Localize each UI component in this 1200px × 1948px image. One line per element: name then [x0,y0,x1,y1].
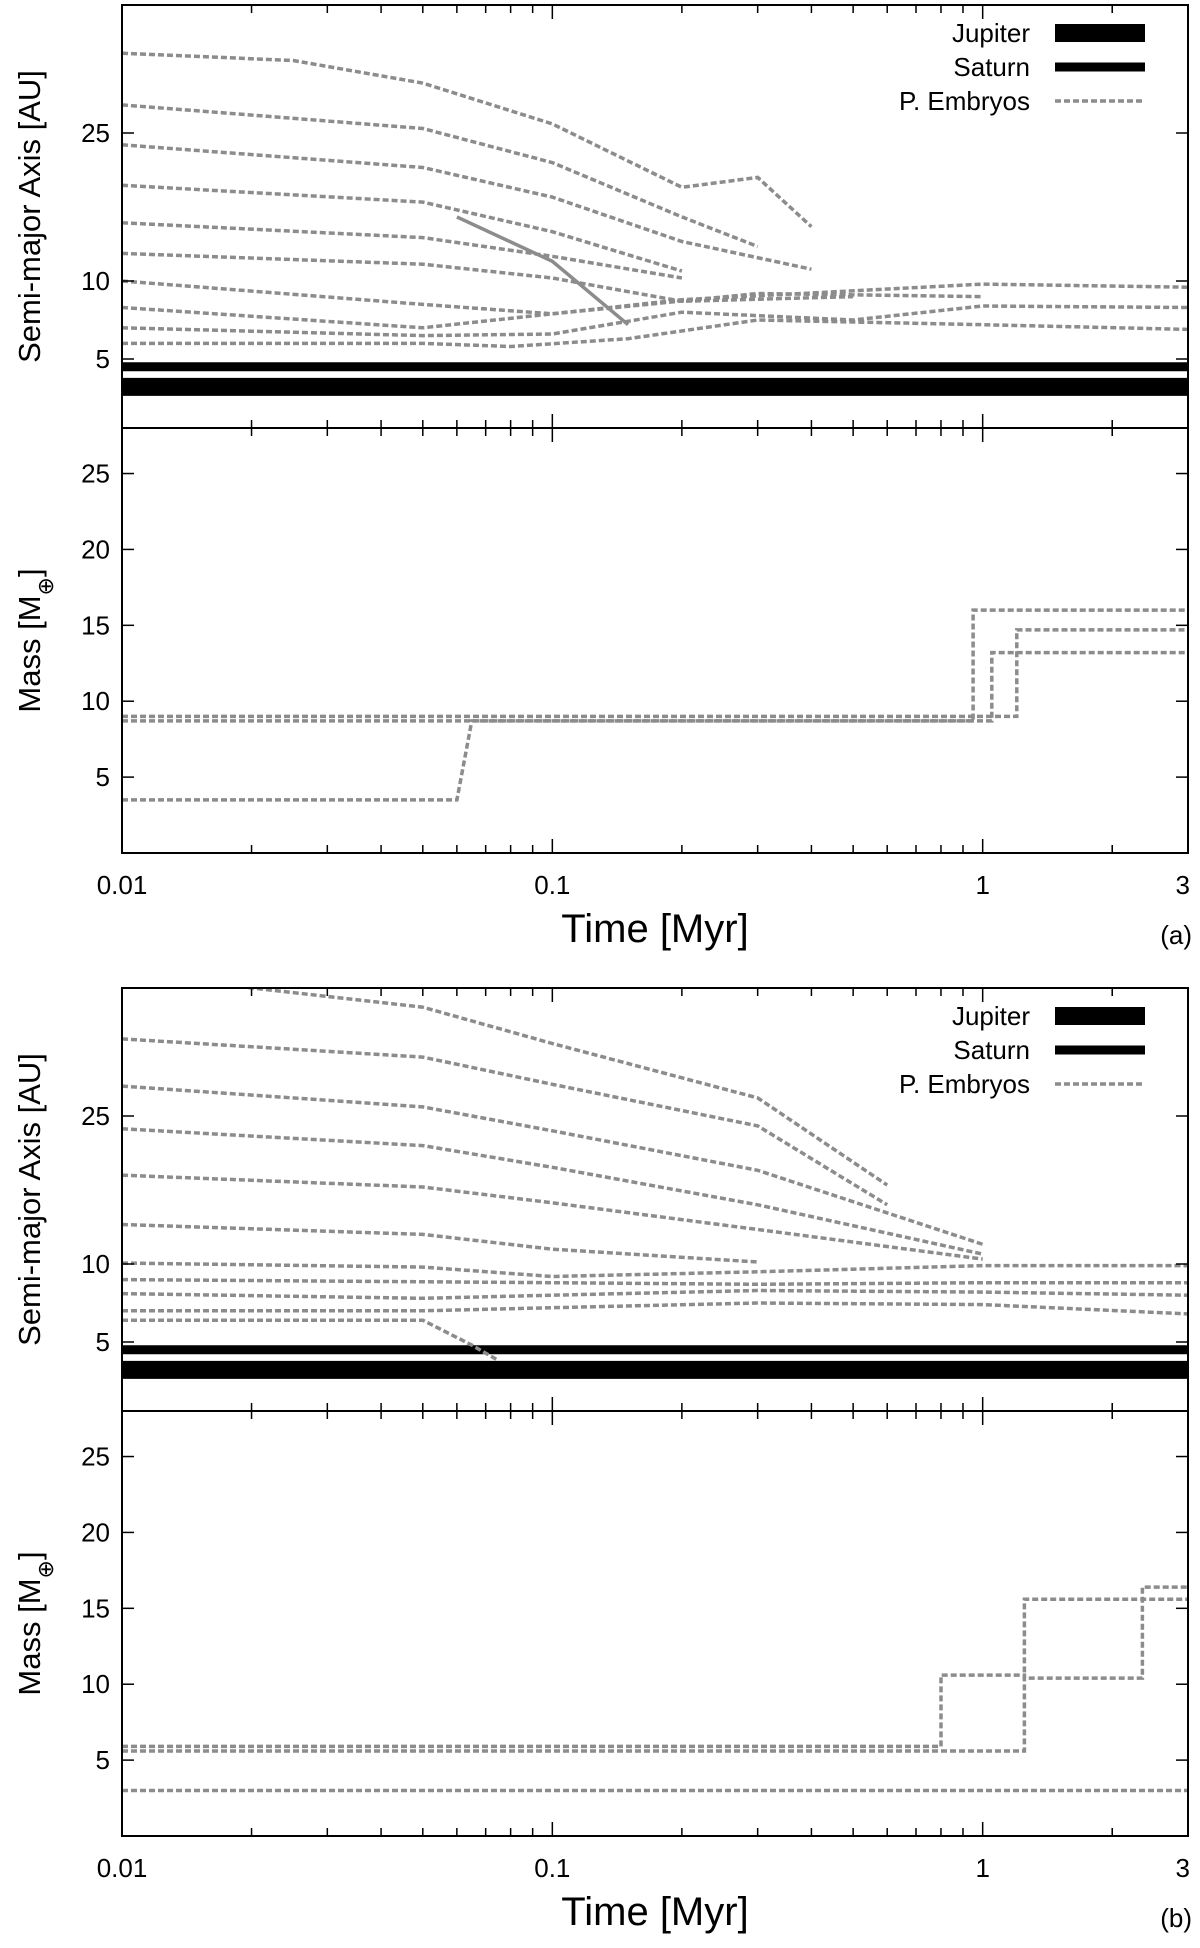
mass-line [122,650,1188,723]
embryo-orbit-line [122,318,1188,349]
mass-axes-frame [121,427,1189,854]
embryo-orbit-line [122,1084,984,1246]
legend-label: P. Embryos [899,1069,1030,1099]
semimajor-plot-area [122,51,1188,396]
mass-line [122,628,1188,719]
legend-label: Jupiter [952,1001,1030,1031]
embryo-orbit-line [236,988,889,1187]
y-tick-label: 25 [81,459,110,489]
y-axis-label: Mass [M⊕] [12,568,58,712]
y-tick-label: 25 [81,1442,110,1472]
embryo-orbit-line [122,1301,1188,1316]
x-tick-label: 1 [975,870,989,900]
mass-plot-area [122,1585,1188,1793]
embryo-orbit-line [122,1037,889,1207]
embryo-orbit-line [122,304,1188,338]
embryo-orbit-line [122,1318,500,1363]
legend-label: Jupiter [952,18,1030,48]
y-tick-label: 20 [81,534,110,564]
mass-axes-frame [121,1410,1189,1837]
embryo-orbit-line [122,1127,984,1256]
y-tick-label: 10 [81,266,110,296]
semimajor-plot-area [122,988,1188,1379]
y-axis-label: Semi-major Axis [AU] [12,1053,47,1346]
x-tick-label: 1 [975,1853,989,1883]
y-tick-label: 10 [81,686,110,716]
y-tick-label: 10 [81,1249,110,1279]
y-tick-label: 5 [96,762,110,792]
legend-label: P. Embryos [899,86,1030,116]
legend-label: Saturn [953,52,1030,82]
mass-line [122,608,1188,802]
panel-label: (b) [1160,1903,1192,1933]
embryo-orbit-line [122,143,812,271]
x-tick-label: 0.01 [97,870,148,900]
y-tick-label: 5 [96,1327,110,1357]
y-tick-label: 5 [96,1745,110,1775]
embryo-orbit-line [122,221,683,280]
y-axis-label: Mass [M⊕] [12,1551,58,1695]
y-tick-label: 20 [81,1517,110,1547]
earth-mass-subscript: ⊕ [33,1560,58,1578]
x-tick-label: 0.1 [534,870,570,900]
legend-label: Saturn [953,1035,1030,1065]
embryo-orbit-line [122,51,813,228]
panel-b: Jupiter Saturn P. Embryos 5 10 25 Semi-major A… [12,987,1192,1934]
embryo-orbit-line [122,1277,1188,1287]
embryo-orbit-line [122,1261,1188,1279]
embryo-orbit-line [122,1173,983,1261]
y-tick-label: 15 [81,1593,110,1623]
embryo-orbit-line [122,279,1188,316]
embryo-orbit-line [122,291,983,330]
panel-a: Jupiter Saturn P. Embryos 5 10 25 Semi-major A… [12,4,1192,951]
embryo-orbit-line [122,251,854,304]
x-tick-label: 0.1 [534,1853,570,1883]
x-tick-label: 3 [1176,1853,1190,1883]
y-tick-label: 15 [81,610,110,640]
embryo-orbit-line [122,1222,758,1264]
embryo-orbit-line [122,103,759,249]
x-axis-label: Time [Myr] [561,907,748,951]
panel-label: (a) [1160,920,1192,950]
mass-line [122,1585,1188,1749]
x-tick-label: 0.01 [97,1853,148,1883]
y-axis-label: Semi-major Axis [AU] [12,70,47,363]
y-tick-label: 5 [96,344,110,374]
y-tick-label: 10 [81,1669,110,1699]
y-tick-label: 25 [81,118,110,148]
x-axis-label: Time [Myr] [561,1890,748,1934]
mass-line [122,1597,1188,1753]
embryo-orbit-line [122,1288,1188,1301]
mass-plot-area [122,608,1188,802]
earth-mass-subscript: ⊕ [33,577,58,595]
x-tick-label: 3 [1176,870,1190,900]
y-tick-label: 25 [81,1101,110,1131]
embryo-orbit-line [456,215,630,327]
